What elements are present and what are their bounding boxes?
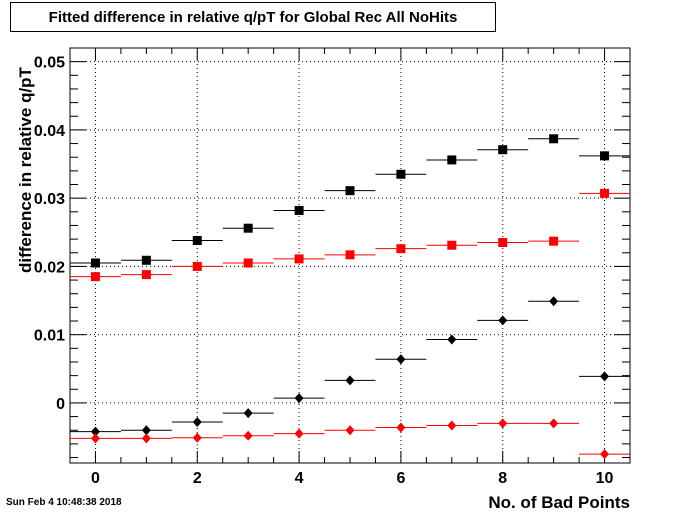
data-point-diamond: [141, 433, 151, 444]
y-tick-label: 0.05: [34, 55, 65, 72]
x-axis-label: No. of Bad Points: [488, 493, 630, 512]
data-point-diamond: [192, 432, 202, 443]
data-point-square: [141, 255, 151, 265]
data-point-diamond: [345, 375, 355, 386]
data-point-square: [498, 145, 508, 155]
data-point-square: [243, 258, 253, 268]
data-point-square: [141, 270, 151, 280]
x-tick-label: 0: [91, 470, 100, 487]
data-point-square: [345, 250, 355, 260]
data-point-diamond: [498, 315, 508, 326]
data-point-diamond: [90, 426, 100, 437]
data-marks: [70, 134, 630, 460]
data-point-diamond: [396, 422, 406, 433]
data-point-diamond: [447, 334, 457, 345]
data-point-diamond: [447, 420, 457, 431]
data-point-square: [294, 205, 304, 215]
y-tick-label: 0: [56, 396, 65, 413]
x-tick-label: 8: [498, 470, 507, 487]
data-point-diamond: [141, 425, 151, 436]
data-point-diamond: [294, 393, 304, 404]
grid: [70, 48, 630, 463]
data-point-square: [294, 254, 304, 264]
data-point-diamond: [243, 430, 253, 441]
x-tick-label: 6: [396, 470, 405, 487]
data-point-square: [90, 258, 100, 268]
data-point-diamond: [600, 449, 610, 460]
data-point-diamond: [294, 428, 304, 439]
y-tick-label: 0.01: [34, 328, 65, 345]
x-tick-label: 10: [596, 470, 614, 487]
axis-ticks: 0 2 4 6 8 10 0 0.01 0.02 0.03 0.04 0.05: [34, 48, 631, 487]
data-point-square: [396, 169, 406, 179]
data-point-diamond: [192, 417, 202, 428]
data-point-square: [345, 186, 355, 196]
data-point-diamond: [243, 408, 253, 419]
data-point-square: [192, 235, 202, 245]
x-tick-label: 4: [295, 470, 304, 487]
data-point-diamond: [549, 418, 559, 429]
data-point-square: [549, 134, 559, 144]
y-axis-label: difference in relative q/pT: [16, 66, 35, 273]
data-point-diamond: [600, 371, 610, 382]
data-point-diamond: [498, 418, 508, 429]
data-point-diamond: [549, 296, 559, 307]
chart-title: Fitted difference in relative q/pT for G…: [10, 2, 496, 32]
data-point-square: [447, 155, 457, 165]
data-point-diamond: [396, 354, 406, 365]
timestamp: Sun Feb 4 10:48:38 2018: [6, 497, 122, 508]
x-tick-label: 2: [193, 470, 202, 487]
data-point-square: [549, 236, 559, 246]
data-point-square: [600, 188, 610, 198]
data-point-square: [447, 240, 457, 250]
data-point-square: [90, 272, 100, 282]
data-point-square: [396, 244, 406, 254]
data-point-square: [600, 151, 610, 161]
y-tick-label: 0.02: [34, 259, 65, 276]
y-tick-label: 0.04: [34, 123, 65, 140]
data-point-square: [498, 238, 508, 248]
data-point-diamond: [90, 433, 100, 444]
data-point-diamond: [345, 425, 355, 436]
data-point-square: [243, 223, 253, 233]
data-point-square: [192, 261, 202, 271]
y-tick-label: 0.03: [34, 191, 65, 208]
